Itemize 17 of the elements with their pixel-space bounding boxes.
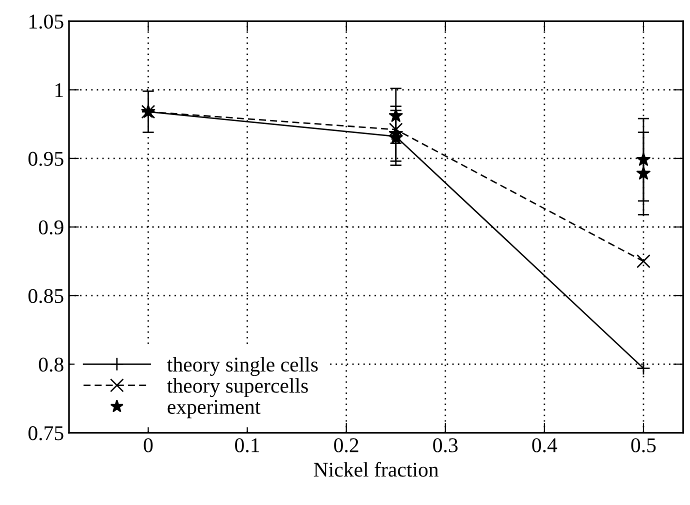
y-tick-label: 0.75 — [28, 426, 64, 440]
y-tick-label: 0.8 — [38, 358, 64, 372]
y-tick-label: 0.85 — [28, 288, 64, 304]
legend-label: experiment — [168, 400, 261, 418]
x-tick-label: 0.1 — [235, 438, 260, 452]
y-tick-label: 0.95 — [28, 152, 64, 166]
y-tick-label: 0.9 — [38, 220, 64, 235]
y-tick-label: 1 — [56, 83, 63, 98]
legend-label: theory single cells — [167, 356, 318, 376]
x-tick-label: 0.2 — [334, 438, 358, 452]
legend-label: theory supercells — [167, 378, 308, 398]
x-axis-title: Nickel fraction — [314, 462, 438, 477]
x-tick-label: 0 — [144, 438, 153, 452]
x-tick-label: 0.4 — [532, 438, 558, 452]
y-tick-label: 1.05 — [30, 14, 64, 29]
x-tick-label: 0.3 — [433, 438, 458, 452]
x-tick-label: 0.5 — [631, 438, 656, 452]
